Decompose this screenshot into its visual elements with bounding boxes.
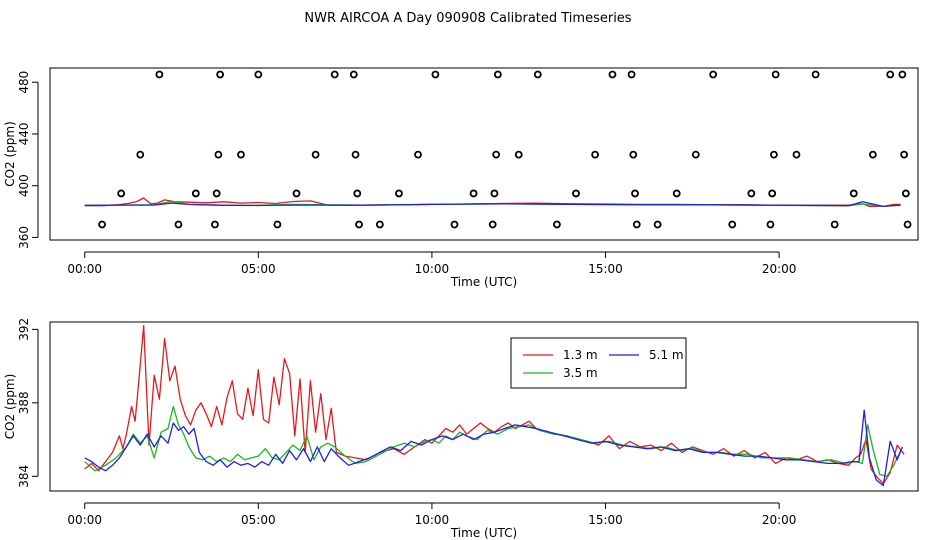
chart-top-flag-point (330, 70, 339, 79)
chart-top-flag-point (771, 70, 780, 79)
chart-top-flag-point (292, 189, 301, 198)
chart-top-x-axis-label: Time (UTC) (450, 275, 517, 289)
chart-bottom-x-tick-label: 05:00 (241, 513, 276, 527)
chart-top-flag-point (214, 150, 223, 159)
chart-top-x-tick-label: 05:00 (241, 262, 276, 276)
chart-top-flag-point (653, 220, 662, 229)
chart-top-x-tick-label: 20:00 (762, 262, 797, 276)
chart-top-series-5-1-m-line (84, 201, 901, 208)
chart-top-flag-point (273, 220, 282, 229)
chart-bottom-x-axis-label: Time (UTC) (450, 526, 517, 540)
chart-bottom-plot-frame (49, 321, 919, 492)
chart-top-flag-point (898, 70, 907, 79)
chart-top-flag-point (591, 150, 600, 159)
chart-top-flag-point (672, 189, 681, 198)
chart-top-x-tick-label: 15:00 (588, 262, 623, 276)
chart-bottom-x-tick-label: 00:00 (67, 513, 102, 527)
chart-top-plot-frame (49, 67, 919, 241)
chart-top-series-flags-markers (98, 70, 912, 229)
chart-top-flag-point (311, 150, 320, 159)
chart-top-flag-point (728, 220, 737, 229)
chart-top-flag-point (488, 220, 497, 229)
chart-bottom-legend-label: 3.5 m (563, 366, 598, 380)
chart-top-y-tick-label: 360 (17, 226, 31, 249)
chart-bottom-legend-label: 1.3 m (563, 348, 598, 362)
chart-top-flag-point (490, 189, 499, 198)
chart-bottom-plot: 00:00 05:00 10:00 15:00 20:00 Time (UTC) 384 38… (3, 318, 919, 540)
chart-top-flag-point (868, 150, 877, 159)
chart-bottom-y-tick-label: 384 (17, 465, 31, 488)
chart-top-flag-point (353, 189, 362, 198)
chart-top-flag-point (903, 220, 912, 229)
chart-top-flag-point (629, 150, 638, 159)
chart-top-x-tick-label: 10:00 (415, 262, 450, 276)
chart-top-flag-point (572, 189, 580, 198)
chart-top-flag-point (493, 70, 502, 79)
chart-top-flag-point (886, 70, 895, 79)
chart-top-flag-point (901, 189, 910, 198)
chart-top-flag-point (766, 220, 775, 229)
chart-top-flag-point (395, 189, 403, 198)
chart-top-flag-point (608, 70, 617, 79)
chart-top-flag-point (631, 189, 639, 198)
chart-top-y-tick-label: 440 (17, 123, 31, 146)
chart-top-flag-point (98, 220, 106, 229)
chart-top-plot: 00:00 05:00 10:00 15:00 20:00 Time (UTC) 360 40… (3, 67, 919, 289)
chart-bottom-legend-box (510, 337, 687, 389)
chart-top-flag-point (514, 150, 523, 159)
chart-top-flag-point (351, 150, 360, 159)
chart-bottom-series-5-1-m-line (84, 409, 904, 487)
chart-top-flag-point (627, 70, 636, 79)
chart-top-flag-point (237, 150, 245, 159)
chart-top-flag-point (355, 220, 363, 229)
chart-bottom-series-1-3-m-line (84, 325, 905, 485)
chart-top-flag-point (191, 189, 200, 198)
chart-top-flag-point (849, 189, 858, 198)
chart-top-flag-point (900, 150, 909, 159)
chart-top-y-tick-label: 400 (17, 174, 31, 197)
chart-top-flag-point (632, 220, 641, 229)
chart-top-flag-point (216, 70, 225, 79)
chart-bottom-y-tick-label: 388 (17, 391, 31, 414)
chart-top-flag-point (375, 220, 384, 229)
chart-top-flag-point (691, 150, 700, 159)
chart-top-flag-point (553, 220, 561, 229)
chart-bottom-y-axis-label: CO2 (ppm) (3, 374, 17, 440)
chart-top-y-tick-label: 480 (17, 71, 31, 94)
chart-top-flag-point (469, 189, 478, 198)
chart-top-flag-point (174, 220, 183, 229)
chart-top-flag-point (349, 70, 358, 79)
chart-top-flag-point (450, 220, 459, 229)
chart-top-flag-point (212, 189, 221, 198)
chart-top-flag-point (117, 189, 126, 198)
chart-top-flag-point (431, 70, 440, 79)
chart-top-flag-point (492, 150, 501, 159)
chart-bottom-x-tick-label: 15:00 (588, 513, 623, 527)
chart-top-flag-point (254, 70, 263, 79)
chart-top-flag-point (136, 150, 145, 159)
chart-top-flag-point (155, 70, 164, 79)
chart-bottom-y-tick-label: 392 (17, 318, 31, 341)
figure-title: NWR AIRCOA A Day 090908 Calibrated Times… (304, 11, 631, 26)
chart-bottom-x-tick-label: 10:00 (415, 513, 450, 527)
chart-top-flag-point (533, 70, 542, 79)
chart-top-flag-point (709, 70, 718, 79)
chart-top-flag-point (811, 70, 820, 79)
chart-bottom-legend: 1.3 m 3.5 m 5.1 m (510, 337, 687, 389)
chart-top-x-tick-label: 00:00 (67, 262, 102, 276)
chart-top-y-axis-label: CO2 (ppm) (3, 121, 17, 187)
chart-top-flag-point (768, 189, 777, 198)
chart-bottom-legend-label: 5.1 m (649, 348, 684, 362)
chart-top-flag-point (414, 150, 422, 159)
chart-bottom-x-tick-label: 20:00 (762, 513, 797, 527)
chart-top-flag-point (830, 220, 839, 229)
chart-top-flag-point (747, 189, 756, 198)
chart-top-flag-point (211, 220, 219, 229)
chart-top-flag-point (792, 150, 801, 159)
chart-top-flag-point (770, 150, 778, 159)
